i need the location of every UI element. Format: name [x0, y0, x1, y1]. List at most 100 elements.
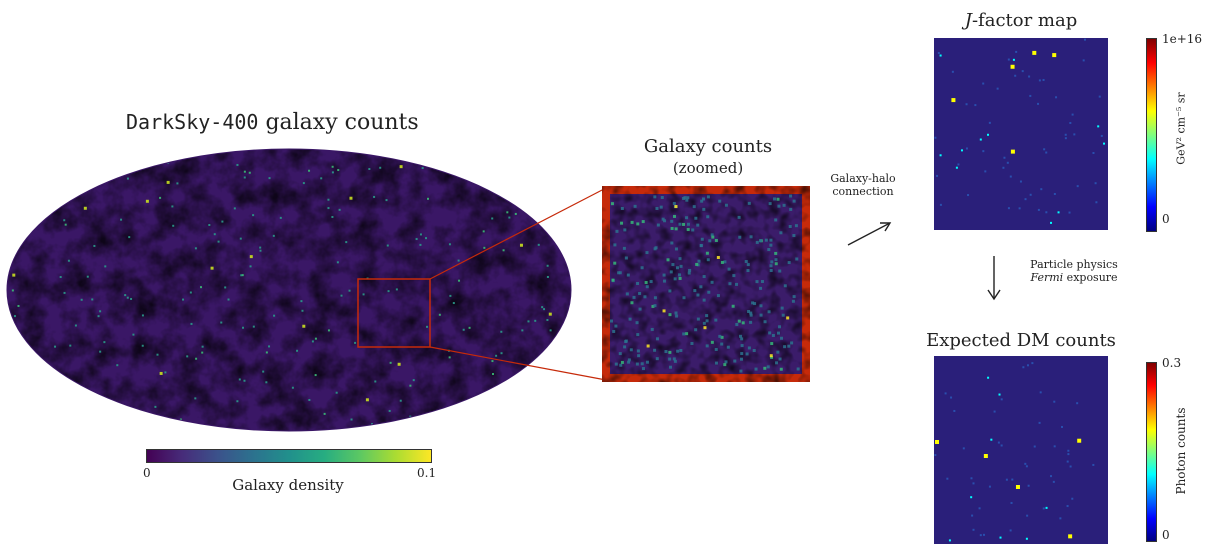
sky-knot	[419, 233, 422, 236]
zoom-speckle	[635, 362, 639, 366]
zoom-speckle	[792, 295, 796, 299]
zoom-speckle	[739, 369, 743, 373]
sky-knot	[438, 313, 441, 316]
sky-knot	[249, 255, 253, 259]
sky-knot	[491, 373, 494, 376]
zoom-speckle	[629, 348, 633, 352]
jfactor-halo	[974, 104, 977, 107]
zoom-speckle	[792, 199, 796, 203]
zoom-speckle	[708, 239, 712, 243]
sky-knot	[154, 405, 157, 408]
sky-knot	[252, 214, 255, 217]
dm-halo	[1015, 484, 1020, 489]
sky-knot	[69, 344, 72, 347]
zoom-speckle	[640, 266, 644, 270]
zoom-speckle	[628, 317, 632, 321]
sky-map-title-mono: DarkSky-400	[126, 110, 259, 134]
jfactor-halo	[967, 194, 970, 197]
sky-knot	[13, 315, 16, 318]
zoom-speckle	[702, 321, 706, 325]
zoom-speckle	[778, 357, 782, 361]
sky-knot	[128, 236, 131, 239]
sky-knot	[337, 169, 340, 172]
sky-knot	[336, 261, 339, 264]
sky-knot	[201, 345, 204, 348]
sky-knot	[220, 321, 223, 324]
dm-halo	[1027, 484, 1030, 487]
jfactor-halo	[965, 103, 968, 106]
zoom-speckle	[672, 357, 676, 361]
step1-label-line2: connection	[832, 185, 894, 198]
zoom-speckle	[661, 217, 665, 221]
zoom-speckle	[752, 348, 756, 352]
dm-halo	[982, 533, 985, 536]
zoom-speckle	[637, 354, 641, 358]
sky-knot	[457, 259, 460, 262]
jfactor-halo	[951, 70, 954, 73]
dm-halo	[997, 441, 1000, 444]
zoom-speckle	[627, 358, 631, 362]
sky-knot	[537, 243, 540, 246]
zoom-speckle	[678, 257, 682, 261]
zoom-speckle	[774, 218, 778, 222]
zoom-speckle	[758, 239, 762, 243]
sky-knot	[104, 265, 107, 268]
jfactor-halo	[1007, 58, 1010, 61]
zoom-speckle	[617, 271, 621, 275]
sky-knot	[265, 381, 268, 384]
zoom-speckle	[670, 219, 674, 223]
dm-halo	[934, 454, 937, 457]
zoom-speckle	[718, 199, 722, 203]
sky-knot	[120, 218, 123, 221]
zoom-speckle	[685, 332, 689, 336]
zoom-speckle	[740, 344, 744, 348]
sky-knot	[126, 296, 129, 299]
sky-knot	[506, 211, 509, 214]
jfactor-halo	[1019, 180, 1022, 183]
zoom-speckle	[610, 202, 614, 206]
jfactor-halo-points	[934, 38, 1106, 224]
sky-knot	[483, 246, 486, 249]
sky-knot	[514, 212, 517, 215]
jfactor-halo	[1094, 182, 1097, 185]
dm-halo	[998, 393, 1001, 396]
sky-map	[6, 148, 572, 432]
dm-halo	[1050, 475, 1053, 478]
sky-knot	[546, 264, 549, 267]
jfactor-halo	[939, 54, 942, 57]
zoom-speckle	[699, 244, 703, 248]
dm-halo	[1033, 445, 1036, 448]
zoom-speckle	[614, 362, 618, 366]
sky-knot	[495, 354, 498, 357]
jfactor-halo	[937, 51, 940, 54]
zoom-speckle	[700, 237, 704, 241]
jfactor-halo	[1003, 156, 1006, 159]
zoom-speckle	[789, 207, 793, 211]
dm-colorbar-max: 0.3	[1162, 356, 1182, 370]
zoom-speckle	[733, 359, 737, 363]
zoom-speckle	[653, 195, 657, 199]
zoom-speckle	[720, 335, 724, 339]
sky-knot	[521, 329, 524, 332]
jfactor-halo	[1092, 151, 1095, 154]
jfactor-halo	[1042, 78, 1045, 81]
sky-knot	[12, 273, 16, 277]
zoom-speckle	[683, 196, 687, 200]
sky-knot	[130, 297, 133, 300]
sky-knot	[221, 220, 224, 223]
dm-colorbar-label: Photon counts	[1174, 407, 1188, 495]
sky-knot	[373, 195, 376, 198]
zoom-speckle	[685, 216, 689, 220]
sky-knot	[508, 216, 511, 219]
zoom-speckle	[660, 196, 664, 200]
jfactor-halo	[1076, 185, 1079, 188]
dm-halo	[1026, 364, 1029, 367]
jfactor-halo	[1069, 121, 1072, 124]
sky-knot	[365, 398, 369, 402]
sky-knot	[227, 298, 230, 301]
zoom-speckle	[653, 296, 657, 300]
sky-knot	[182, 298, 185, 301]
sky-knot	[548, 312, 552, 316]
zoom-speckle	[740, 352, 744, 356]
zoom-speckle	[692, 205, 696, 209]
